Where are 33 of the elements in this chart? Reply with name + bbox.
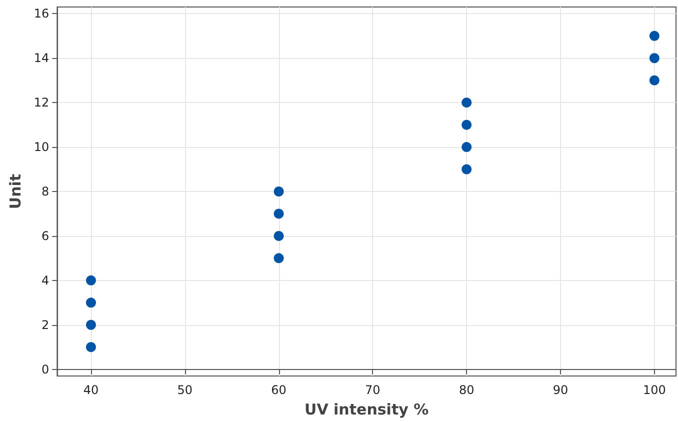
x-tick-label: 80 xyxy=(458,383,474,397)
x-tick-label: 50 xyxy=(177,383,193,397)
point xyxy=(462,164,472,174)
point xyxy=(462,98,472,108)
point xyxy=(649,30,660,41)
y-tick-label: 6 xyxy=(42,228,50,243)
x-tick-label: 90 xyxy=(552,383,568,397)
point xyxy=(86,320,96,330)
y-tick-label: 4 xyxy=(42,273,50,288)
x-tick-label: 60 xyxy=(271,383,286,397)
point xyxy=(86,275,96,286)
y-tick-label: 8 xyxy=(42,184,50,198)
point xyxy=(649,53,660,64)
point xyxy=(462,120,472,130)
y-tick-label: 14 xyxy=(34,51,50,66)
y-axis-title: Unit xyxy=(6,174,24,210)
y-tick-label: 10 xyxy=(34,140,50,154)
point xyxy=(649,75,660,86)
y-tick-label: 16 xyxy=(34,6,50,21)
point xyxy=(86,342,96,352)
point xyxy=(274,186,284,196)
y-tick-label: 2 xyxy=(42,318,50,332)
point xyxy=(274,253,284,264)
x-tick-label: 100 xyxy=(642,383,666,397)
y-tick-label: 12 xyxy=(34,96,50,110)
x-tick-label: 70 xyxy=(365,383,380,397)
point xyxy=(274,230,284,241)
x-axis-title: UV intensity % xyxy=(304,400,429,418)
x-tick-label: 40 xyxy=(83,383,99,397)
y-tick-label: 0 xyxy=(42,362,50,376)
point xyxy=(86,298,96,308)
point xyxy=(462,142,472,152)
point xyxy=(274,208,284,219)
